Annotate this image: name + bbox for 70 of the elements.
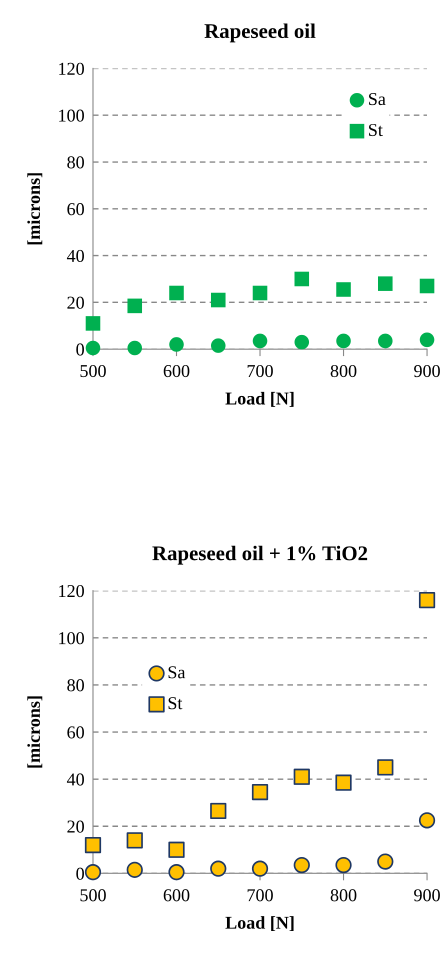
x-tick-label: 900	[414, 364, 440, 378]
point	[336, 282, 351, 297]
y-tick-label: 20	[67, 820, 84, 833]
point	[418, 592, 436, 608]
chart-title: Rapeseed oil + 1% TiO2	[152, 546, 368, 565]
point	[335, 774, 352, 791]
point	[378, 334, 393, 348]
y-tick-label: 40	[66, 773, 84, 786]
point	[210, 860, 226, 877]
point	[210, 292, 226, 308]
x-tick-label: 800	[330, 364, 356, 378]
point	[86, 340, 100, 356]
y-tick-label: 60	[67, 726, 84, 738]
point	[294, 272, 310, 286]
y-tick-label: 100	[59, 110, 84, 122]
chart-title: Rapeseed oil	[204, 23, 316, 42]
x-tick-label: 500	[80, 364, 106, 378]
point	[168, 864, 185, 880]
x-tick-label: 700	[248, 364, 273, 378]
x-tick-label: 500	[80, 889, 106, 902]
legend-label: Sa	[168, 666, 186, 678]
y-tick-label: 0	[76, 343, 84, 356]
y-tick-label: 80	[67, 679, 84, 692]
y-tick-label: 100	[59, 632, 84, 644]
x-axis-title: Load [N]	[225, 392, 294, 407]
y-tick-label: 120	[59, 584, 84, 598]
y-tick-label: 80	[67, 156, 84, 168]
point	[420, 332, 434, 348]
point	[169, 286, 184, 300]
legend-label: St	[168, 697, 182, 710]
legend-label: Sa	[369, 93, 386, 106]
x-tick-label: 600	[164, 364, 190, 378]
point	[294, 856, 310, 874]
point	[210, 338, 226, 353]
point	[127, 340, 142, 356]
point	[252, 334, 268, 348]
point	[84, 864, 102, 880]
point	[126, 862, 143, 878]
y-tick-label: 20	[67, 296, 84, 309]
point	[169, 337, 184, 352]
point	[377, 759, 394, 776]
x-tick-label: 900	[414, 889, 440, 902]
point	[294, 334, 310, 350]
point	[84, 836, 102, 854]
y-axis-title: [microns]	[27, 173, 42, 244]
y-tick-label: 60	[67, 203, 84, 216]
legend-label: St	[369, 124, 383, 136]
point	[294, 768, 310, 785]
point	[126, 832, 143, 848]
point	[127, 298, 142, 314]
point	[418, 812, 436, 828]
x-tick-label: 700	[248, 889, 273, 902]
x-axis-title: Load [N]	[225, 916, 294, 932]
x-tick-label: 600	[164, 889, 190, 902]
point	[252, 286, 268, 300]
point	[378, 276, 393, 291]
point	[252, 784, 268, 800]
point	[252, 860, 268, 877]
y-tick-label: 0	[76, 868, 84, 880]
y-tick-label: 120	[59, 62, 84, 75]
y-tick-label: 40	[66, 250, 84, 262]
y-axis-title: [microns]	[27, 696, 42, 768]
point	[335, 856, 352, 874]
point	[210, 802, 226, 820]
x-tick-label: 800	[330, 889, 356, 902]
point	[168, 842, 185, 858]
point	[86, 316, 100, 331]
point	[377, 853, 394, 870]
point	[336, 334, 351, 348]
point	[420, 278, 434, 294]
